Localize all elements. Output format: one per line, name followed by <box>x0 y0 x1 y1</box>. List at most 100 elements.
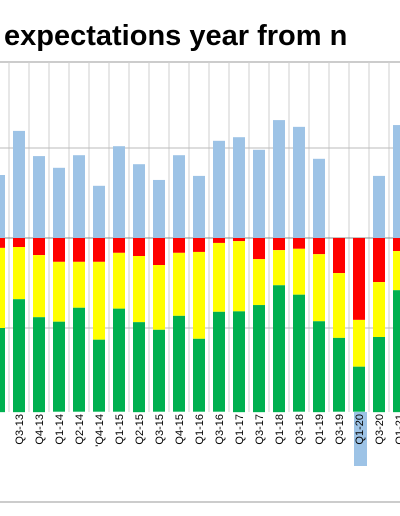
bar-segment <box>0 328 5 413</box>
x-tick-label: Q1-14 <box>54 414 66 445</box>
bar-segment <box>333 273 345 338</box>
bar-segment <box>353 366 365 412</box>
bar-segment <box>0 247 5 328</box>
bar-segment <box>333 337 345 412</box>
bar-segment <box>113 146 125 238</box>
bar-segment <box>93 261 105 340</box>
bar-segment <box>193 251 205 339</box>
bar-segment <box>333 238 345 274</box>
bar-segment <box>393 125 400 238</box>
bar-segment <box>213 242 225 312</box>
bar-segment <box>133 238 145 256</box>
bar-segment <box>293 248 305 295</box>
bar-segment <box>113 252 125 309</box>
bar-segment <box>213 140 225 238</box>
plot-area: Q3-13 Q4-13 Q1-14 Q2-14 'Q4-14 Q1-15 Q2-15 Q3-1… <box>0 62 400 466</box>
bar-segment <box>153 265 165 330</box>
bar-segment <box>393 238 400 252</box>
bar-segment <box>313 321 325 413</box>
bar-segment <box>393 251 400 291</box>
bar-segment <box>373 238 385 283</box>
bar-segment <box>313 254 325 322</box>
bar-segment <box>53 238 65 262</box>
bar-segment <box>273 238 285 251</box>
x-tick-label: Q3-17 <box>254 414 266 445</box>
bar-segment <box>133 322 145 413</box>
bar-segment <box>13 299 25 413</box>
bar-segment <box>293 238 305 249</box>
bar-segment <box>253 259 265 306</box>
bar-segment <box>153 329 165 412</box>
bar-segment <box>373 175 385 238</box>
x-tick-label: Q1-17 <box>234 414 246 445</box>
plot-frame <box>0 61 400 503</box>
bar-segment <box>173 315 185 412</box>
bar-segment <box>93 339 105 412</box>
bar-segment <box>33 156 45 238</box>
label-highlight <box>354 412 367 466</box>
bar-segment <box>173 238 185 253</box>
bar-segment <box>273 120 285 238</box>
x-tick-label: 'Q4-14 <box>94 414 106 447</box>
bar-segment <box>253 149 265 238</box>
bar-segment <box>33 238 45 256</box>
bar-segment <box>73 238 85 262</box>
bar-segment <box>153 238 165 265</box>
bar-segment <box>33 317 45 413</box>
x-tick-label: Q1-18 <box>274 414 286 445</box>
x-tick-label: Q4-15 <box>174 414 186 445</box>
bar-segment <box>193 338 205 412</box>
x-tick-label: Q3-19 <box>334 414 346 445</box>
bar-segment <box>313 158 325 238</box>
bar-segment <box>173 252 185 316</box>
bar-segment <box>13 238 25 247</box>
bar-segment <box>133 256 145 323</box>
x-tick-label: Q3-18 <box>294 414 306 445</box>
bar-segment <box>273 285 285 413</box>
x-tick-label: Q4-13 <box>34 414 46 445</box>
bar-segment <box>253 305 265 413</box>
bar-segment <box>0 175 5 238</box>
bar-segment <box>173 155 185 238</box>
bar-segment <box>13 130 25 238</box>
bar-segment <box>393 290 400 413</box>
bar-segment <box>73 307 85 412</box>
bar-segment <box>233 241 245 312</box>
bar-segment <box>233 238 245 242</box>
x-tick-label: Q1-15 <box>114 414 126 445</box>
bar-segment <box>373 282 385 337</box>
bar-segment <box>53 167 65 238</box>
bar-segment <box>93 238 105 262</box>
x-tick-label: Q3-15 <box>154 414 166 445</box>
x-tick-label: Q1-19 <box>314 414 326 445</box>
bar-segment <box>293 294 305 412</box>
bar-segment <box>213 311 225 412</box>
bar-segment <box>33 255 45 318</box>
bar-segment <box>233 137 245 238</box>
bar-segment <box>193 238 205 252</box>
bar-segment <box>53 321 65 412</box>
bar-segment <box>113 308 125 412</box>
bar-segment <box>373 337 385 413</box>
bar-segment <box>73 261 85 308</box>
bar-segment <box>13 247 25 300</box>
chart-title: expectations year from n <box>4 20 347 52</box>
bar-segment <box>53 261 65 322</box>
x-tick-label: Q2-14 <box>74 414 86 445</box>
bar-segment <box>153 179 165 238</box>
bar-segment <box>313 238 325 255</box>
bar-segment <box>93 185 105 238</box>
bar-segment <box>133 164 145 238</box>
bar-segment <box>73 155 85 238</box>
bar-segment <box>253 238 265 260</box>
bar-segment <box>353 238 365 320</box>
bar-segment <box>293 126 305 238</box>
bar-segment <box>113 238 125 253</box>
x-tick-label: Q3-20 <box>374 414 386 445</box>
x-tick-label: Q1-16 <box>194 414 206 445</box>
x-tick-label: Q2-15 <box>134 414 146 445</box>
x-tick-label: Q1-21 <box>394 414 400 445</box>
bar-segment <box>353 319 365 367</box>
bar-segment <box>213 238 225 243</box>
